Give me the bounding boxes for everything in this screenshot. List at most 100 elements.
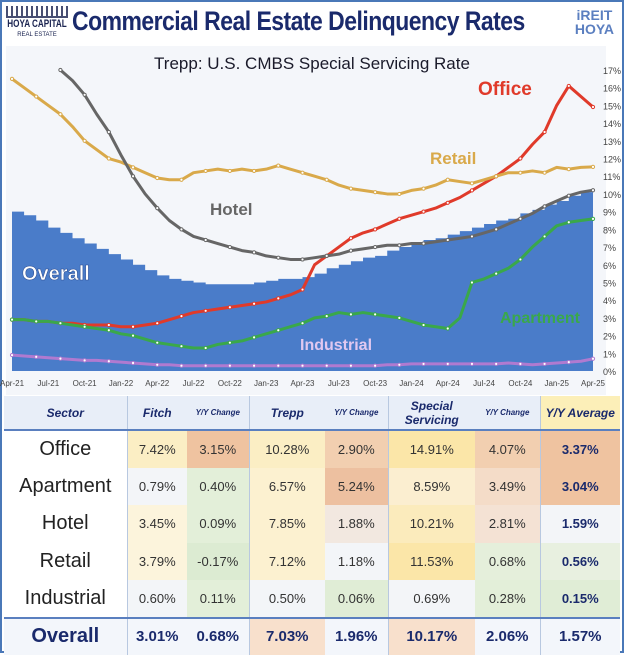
data-point-industrial [543, 362, 546, 365]
sector-cell: Office [4, 430, 127, 468]
data-point-apartment [107, 329, 110, 332]
data-point-hotel [204, 238, 207, 241]
data-point-apartment [349, 313, 352, 316]
column-header: Special Servicing [388, 396, 475, 430]
data-point-industrial [228, 364, 231, 367]
data-point-apartment [10, 318, 13, 321]
value-cell: 11.53% [388, 543, 475, 581]
data-point-apartment [180, 345, 183, 348]
value-cell: 8.59% [388, 468, 475, 506]
data-point-hotel [519, 217, 522, 220]
data-point-industrial [131, 361, 134, 364]
series-label-office: Office [478, 79, 532, 100]
data-point-retail [59, 113, 62, 116]
data-point-apartment [591, 217, 594, 220]
data-point-retail [83, 139, 86, 142]
data-point-office [470, 189, 473, 192]
data-point-hotel [301, 258, 304, 261]
value-cell: -0.17% [187, 543, 249, 581]
data-point-hotel [180, 228, 183, 231]
data-point-retail [10, 77, 13, 80]
column-header: Y/Y Average [540, 396, 620, 430]
data-point-retail [398, 192, 401, 195]
value-cell: 0.11% [187, 580, 249, 618]
y-tick-label: 14% [603, 119, 621, 129]
x-tick-label: Oct-24 [508, 379, 533, 388]
y-tick-label: 9% [603, 208, 616, 218]
data-point-retail [252, 169, 255, 172]
value-cell: 7.12% [249, 543, 325, 581]
data-point-industrial [107, 360, 110, 363]
data-point-hotel [422, 242, 425, 245]
data-point-industrial [301, 364, 304, 367]
column-header: Y/Y Change [325, 396, 388, 430]
x-tick-label: Jan-23 [254, 379, 279, 388]
x-tick-label: Oct-21 [73, 379, 98, 388]
data-point-industrial [325, 364, 328, 367]
data-point-industrial [35, 355, 38, 358]
data-point-retail [301, 171, 304, 174]
value-cell: 2.81% [475, 505, 540, 543]
value-cell: 3.79% [127, 543, 187, 581]
value-cell: 0.09% [187, 505, 249, 543]
data-point-industrial [422, 362, 425, 365]
value-cell: 4.07% [475, 430, 540, 468]
data-point-retail [35, 95, 38, 98]
column-header: Fitch [127, 396, 187, 430]
data-point-hotel [252, 251, 255, 254]
data-point-apartment [422, 323, 425, 326]
data-point-apartment [543, 235, 546, 238]
y-tick-label: 0% [603, 367, 616, 377]
value-cell: 10.28% [249, 430, 325, 468]
data-point-office [398, 217, 401, 220]
value-cell: 3.45% [127, 505, 187, 543]
data-point-retail [543, 171, 546, 174]
data-point-apartment [59, 322, 62, 325]
data-point-retail [325, 178, 328, 181]
value-cell: 3.15% [187, 430, 249, 468]
data-point-office [277, 297, 280, 300]
y-tick-label: 13% [603, 137, 621, 147]
data-point-hotel [107, 130, 110, 133]
value-cell: 0.68% [187, 618, 249, 655]
data-point-industrial [83, 359, 86, 362]
data-point-hotel [325, 254, 328, 257]
data-point-industrial [398, 363, 401, 366]
data-point-hotel [398, 244, 401, 247]
value-cell: 7.42% [127, 430, 187, 468]
column-header: Sector [4, 396, 127, 430]
data-point-retail [277, 164, 280, 167]
data-point-industrial [591, 357, 594, 360]
data-point-industrial [470, 362, 473, 365]
data-point-industrial [156, 363, 159, 366]
y-tick-label: 1% [603, 349, 616, 359]
y-tick-label: 4% [603, 296, 616, 306]
y-tick-label: 12% [603, 155, 621, 165]
data-point-industrial [10, 353, 13, 356]
series-label-hotel: Hotel [210, 200, 253, 219]
data-point-apartment [156, 341, 159, 344]
value-cell: 7.03% [249, 618, 325, 655]
sector-cell: Hotel [4, 505, 127, 543]
value-cell: 10.17% [388, 618, 475, 655]
data-point-apartment [35, 320, 38, 323]
x-tick-label: Apr-25 [581, 379, 606, 388]
value-cell: 1.18% [325, 543, 388, 581]
value-cell: 0.06% [325, 580, 388, 618]
value-cell: 3.49% [475, 468, 540, 506]
value-cell: 1.88% [325, 505, 388, 543]
value-cell: 0.60% [127, 580, 187, 618]
sector-cell: Retail [4, 543, 127, 581]
value-cell: 2.90% [325, 430, 388, 468]
column-header: Y/Y Change [187, 396, 249, 430]
data-point-apartment [252, 336, 255, 339]
data-point-retail [470, 182, 473, 185]
data-point-retail [156, 176, 159, 179]
data-point-apartment [301, 322, 304, 325]
data-point-industrial [59, 357, 62, 360]
data-point-industrial [349, 364, 352, 367]
